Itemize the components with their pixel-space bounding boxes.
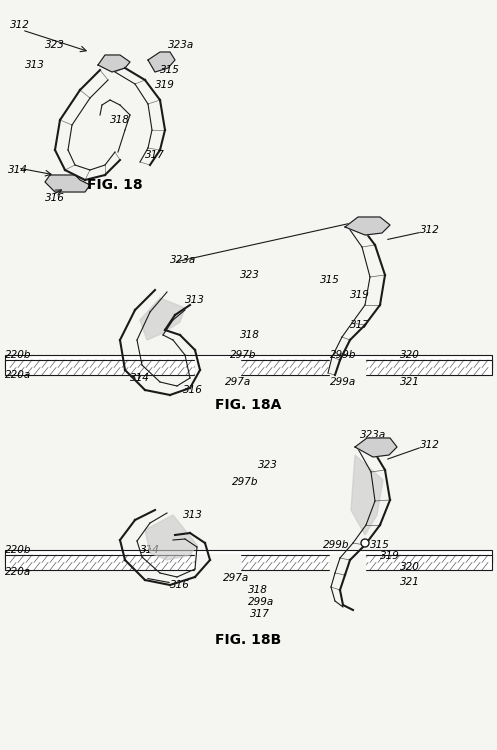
Polygon shape xyxy=(140,298,185,340)
Text: 297b: 297b xyxy=(232,477,258,487)
Text: 314: 314 xyxy=(140,545,160,555)
Polygon shape xyxy=(45,175,90,192)
Text: 318: 318 xyxy=(110,115,130,125)
Text: 318: 318 xyxy=(248,585,268,595)
Polygon shape xyxy=(145,515,197,560)
Text: 323: 323 xyxy=(45,40,65,50)
Text: 299a: 299a xyxy=(330,377,356,387)
Text: 319: 319 xyxy=(380,551,400,561)
Text: 315: 315 xyxy=(320,275,340,285)
Text: 323a: 323a xyxy=(360,430,386,440)
Text: 314: 314 xyxy=(130,373,150,383)
Text: 319: 319 xyxy=(155,80,175,90)
Circle shape xyxy=(361,539,369,547)
Text: 297b: 297b xyxy=(230,350,256,360)
Text: 299b: 299b xyxy=(330,350,356,360)
Text: 315: 315 xyxy=(370,540,390,550)
Polygon shape xyxy=(98,55,130,72)
Bar xyxy=(5,555,492,570)
Text: 319: 319 xyxy=(350,290,370,300)
Text: FIG. 18B: FIG. 18B xyxy=(215,633,281,647)
Text: FIG. 18A: FIG. 18A xyxy=(215,398,281,412)
Text: 313: 313 xyxy=(183,510,203,520)
Text: 220b: 220b xyxy=(5,545,31,555)
Text: 320: 320 xyxy=(400,562,420,572)
Text: 321: 321 xyxy=(400,377,420,387)
Text: 299a: 299a xyxy=(248,597,274,607)
Text: 317: 317 xyxy=(250,609,270,619)
Text: 312: 312 xyxy=(10,20,30,30)
Text: 314: 314 xyxy=(8,165,28,175)
Text: 323a: 323a xyxy=(168,40,194,50)
Text: 316: 316 xyxy=(45,193,65,203)
Text: 299b: 299b xyxy=(323,540,349,550)
Text: 320: 320 xyxy=(400,350,420,360)
Text: 220a: 220a xyxy=(5,370,31,380)
Polygon shape xyxy=(355,438,397,457)
Text: 323a: 323a xyxy=(170,255,196,265)
Text: 313: 313 xyxy=(25,60,45,70)
Text: 313: 313 xyxy=(185,295,205,305)
Text: 317: 317 xyxy=(145,150,165,160)
Text: 315: 315 xyxy=(160,65,180,75)
Text: 297a: 297a xyxy=(223,573,249,583)
Bar xyxy=(5,355,492,368)
Text: FIG. 18: FIG. 18 xyxy=(87,178,143,192)
Bar xyxy=(5,360,492,375)
Text: 220b: 220b xyxy=(5,350,31,360)
Text: 220a: 220a xyxy=(5,567,31,577)
Text: 321: 321 xyxy=(400,577,420,587)
Text: 316: 316 xyxy=(170,580,190,590)
Text: 318: 318 xyxy=(240,330,260,340)
Text: 297a: 297a xyxy=(225,377,251,387)
Polygon shape xyxy=(351,455,383,535)
Bar xyxy=(5,550,492,562)
Text: 316: 316 xyxy=(183,385,203,395)
Text: 317: 317 xyxy=(350,320,370,330)
Text: 323: 323 xyxy=(240,270,260,280)
Polygon shape xyxy=(345,217,390,235)
Text: 312: 312 xyxy=(420,440,440,450)
Polygon shape xyxy=(148,52,175,72)
Text: 323: 323 xyxy=(258,460,278,470)
Text: 312: 312 xyxy=(420,225,440,235)
